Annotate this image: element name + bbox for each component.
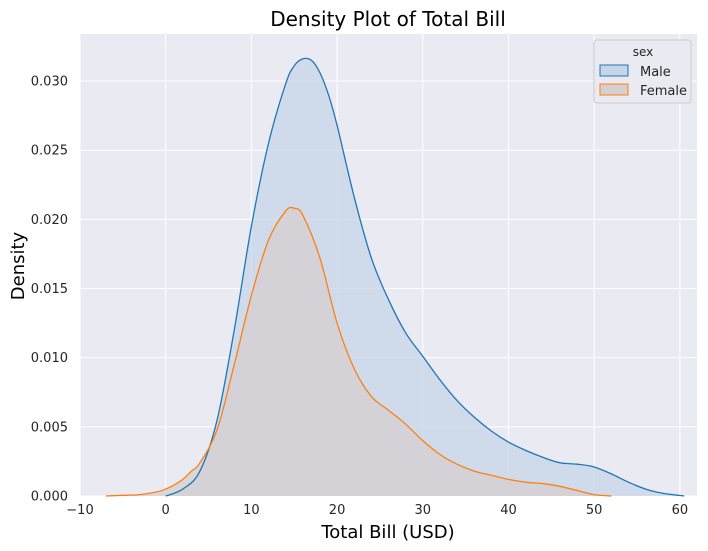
x-tick-label: −10 [66, 503, 93, 518]
density-line-female [105, 206, 612, 497]
legend-title: sex [633, 45, 654, 59]
legend-label-female: Female [640, 84, 687, 99]
density-lines [105, 57, 685, 497]
density-area-female [105, 207, 612, 497]
x-axis-label: Total Bill (USD) [320, 522, 454, 543]
density-line-male [165, 57, 685, 497]
chart-title: Density Plot of Total Bill [270, 7, 506, 31]
legend-label-male: Male [640, 65, 671, 80]
y-tick-label: 0.000 [31, 490, 68, 505]
y-tick-label: 0.010 [31, 351, 68, 366]
density-areas [105, 58, 685, 497]
legend-swatch-female [599, 83, 629, 96]
legend: sex Male Female [593, 39, 692, 104]
y-axis-label: Density [8, 231, 29, 300]
y-tick-label: 0.025 [31, 144, 68, 159]
x-tick-label: 0 [162, 503, 170, 518]
x-tick-label: 30 [415, 503, 432, 518]
x-tick-label: 10 [243, 503, 260, 518]
y-axis-ticks: 0.000 0.005 0.010 0.015 0.020 0.025 0.030 [31, 75, 68, 505]
x-tick-label: 50 [586, 503, 603, 518]
x-tick-label: 40 [500, 503, 517, 518]
watermark: 知乎 @动手哥123 [527, 511, 683, 533]
y-tick-label: 0.005 [31, 420, 68, 435]
y-tick-label: 0.015 [31, 282, 68, 297]
x-axis-ticks: −10 0 10 20 30 40 50 60 [66, 503, 688, 518]
y-tick-label: 0.030 [31, 75, 68, 90]
y-tick-label: 0.020 [31, 213, 68, 228]
legend-swatch-male [599, 64, 629, 77]
x-tick-label: 20 [329, 503, 346, 518]
x-tick-label: 60 [672, 503, 689, 518]
